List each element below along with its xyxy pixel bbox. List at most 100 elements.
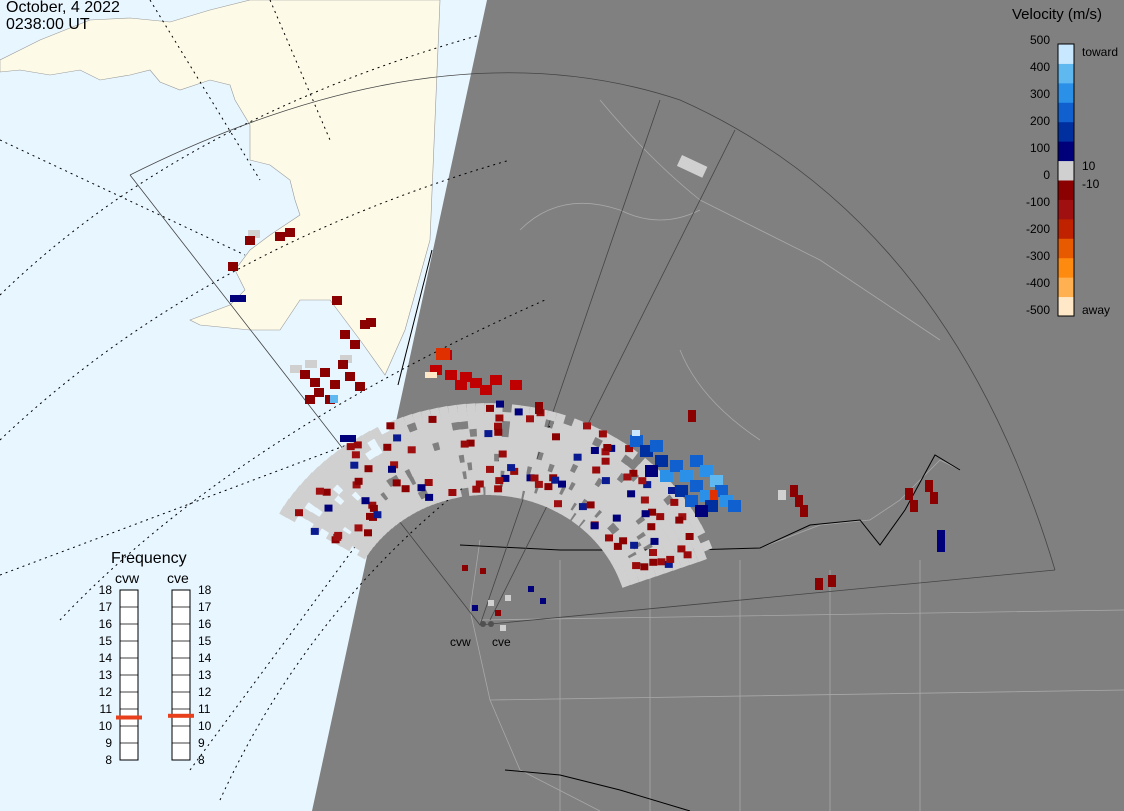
velocity-cell [640, 496, 649, 504]
scatter-cell [485, 444, 495, 454]
velocity-cell [558, 480, 566, 488]
scatter-cell [512, 488, 523, 499]
frequency-scale-right: 12 [198, 685, 212, 699]
scatter-cell [417, 427, 430, 439]
scatter-cell [467, 419, 478, 430]
frequency-scale-left: 12 [98, 685, 112, 699]
scatter-cell [514, 438, 526, 449]
velocity-cell [494, 428, 503, 436]
scatter-cell [507, 437, 518, 448]
velocity-cell [632, 430, 640, 436]
velocity-cell [625, 445, 634, 453]
colorbar-segment [1058, 102, 1074, 123]
scatter-cell [636, 570, 648, 583]
velocity-cell [350, 340, 360, 349]
scatter-cell [484, 436, 494, 446]
frequency-scale-left: 8 [105, 753, 112, 767]
scatter-cell [340, 355, 352, 363]
velocity-cell [905, 488, 913, 500]
velocity-cell [690, 480, 703, 492]
scatter-cell [501, 411, 512, 422]
velocity-cell [677, 545, 686, 553]
velocity-cell [675, 516, 684, 524]
scatter-cell [676, 155, 708, 178]
velocity-cell [675, 485, 688, 497]
scatter-cell [485, 452, 495, 462]
scatter-cell [475, 411, 486, 421]
scatter-cell [561, 459, 574, 472]
velocity-cell [578, 503, 587, 511]
velocity-cell [472, 605, 478, 611]
velocity-cell [495, 477, 504, 485]
velocity-cell [460, 440, 469, 448]
velocity-cell [612, 514, 621, 522]
scatter-cell [248, 230, 260, 238]
scatter-cell [554, 412, 566, 425]
velocity-cell [488, 600, 494, 606]
colorbar-toward-label: toward [1082, 45, 1119, 59]
frequency-scale-left: 10 [98, 719, 112, 733]
velocity-cell [428, 415, 437, 423]
velocity-cell [583, 422, 591, 430]
scatter-cell [477, 444, 487, 454]
velocity-cell [466, 439, 475, 447]
velocity-cell [388, 465, 396, 473]
velocity-cell [666, 555, 675, 563]
velocity-cell [530, 474, 539, 482]
velocity-cell [630, 435, 643, 447]
scatter-cell [678, 556, 691, 568]
velocity-cell [330, 380, 340, 389]
colorbar-segment [1058, 180, 1074, 200]
velocity-cell [386, 422, 395, 430]
velocity-cell [324, 504, 333, 512]
velocity-cell [630, 541, 639, 549]
velocity-cell [815, 578, 823, 590]
velocity-cell [623, 473, 632, 481]
scatter-cell [538, 460, 551, 472]
frequency-scale-right: 17 [198, 600, 212, 614]
date-label: October, 4 2022 [6, 0, 120, 16]
velocity-cell [300, 370, 310, 379]
velocity-cell [551, 476, 560, 484]
velocity-cell [364, 529, 372, 537]
velocity-cell [417, 484, 426, 492]
velocity-cell [501, 474, 510, 482]
scatter-cell [433, 423, 445, 435]
scatter-cell [516, 430, 527, 441]
scatter-cell [525, 423, 536, 434]
velocity-cell [510, 380, 522, 390]
frequency-marker [116, 715, 142, 720]
scatter-cell [438, 405, 450, 417]
frequency-scale-left: 14 [98, 651, 112, 665]
colorbar-tick-label: -10 [1082, 177, 1100, 191]
velocity-cell [540, 598, 546, 604]
velocity-cell [656, 513, 665, 521]
velocity-cell [640, 445, 653, 457]
alaska-canada-border [397, 249, 433, 386]
velocity-cell [657, 558, 666, 566]
colorbar-segment [1058, 257, 1074, 278]
scatter-cell [403, 413, 415, 426]
velocity-cell [664, 560, 673, 568]
scatter-cell [531, 432, 543, 444]
velocity-cell [392, 479, 401, 487]
scatter-cell [458, 412, 469, 423]
velocity-cell [685, 495, 698, 507]
frequency-scale-right: 11 [198, 702, 211, 716]
political-boundaries [459, 99, 1124, 811]
velocity-cell [350, 461, 359, 469]
velocity-cell [490, 375, 502, 385]
velocity-cell [360, 320, 370, 329]
velocity-cell [660, 470, 673, 482]
scatter-cell [428, 433, 440, 445]
velocity-cell [245, 236, 255, 245]
velocity-cell [495, 610, 501, 616]
velocity-cell [361, 497, 370, 505]
alaska-landmass [0, 0, 441, 376]
colorbar-segment [1058, 82, 1074, 103]
velocity-cell [650, 440, 663, 452]
scatter-cell [546, 410, 558, 422]
velocity-cell [619, 537, 628, 545]
velocity-cell [425, 372, 437, 378]
